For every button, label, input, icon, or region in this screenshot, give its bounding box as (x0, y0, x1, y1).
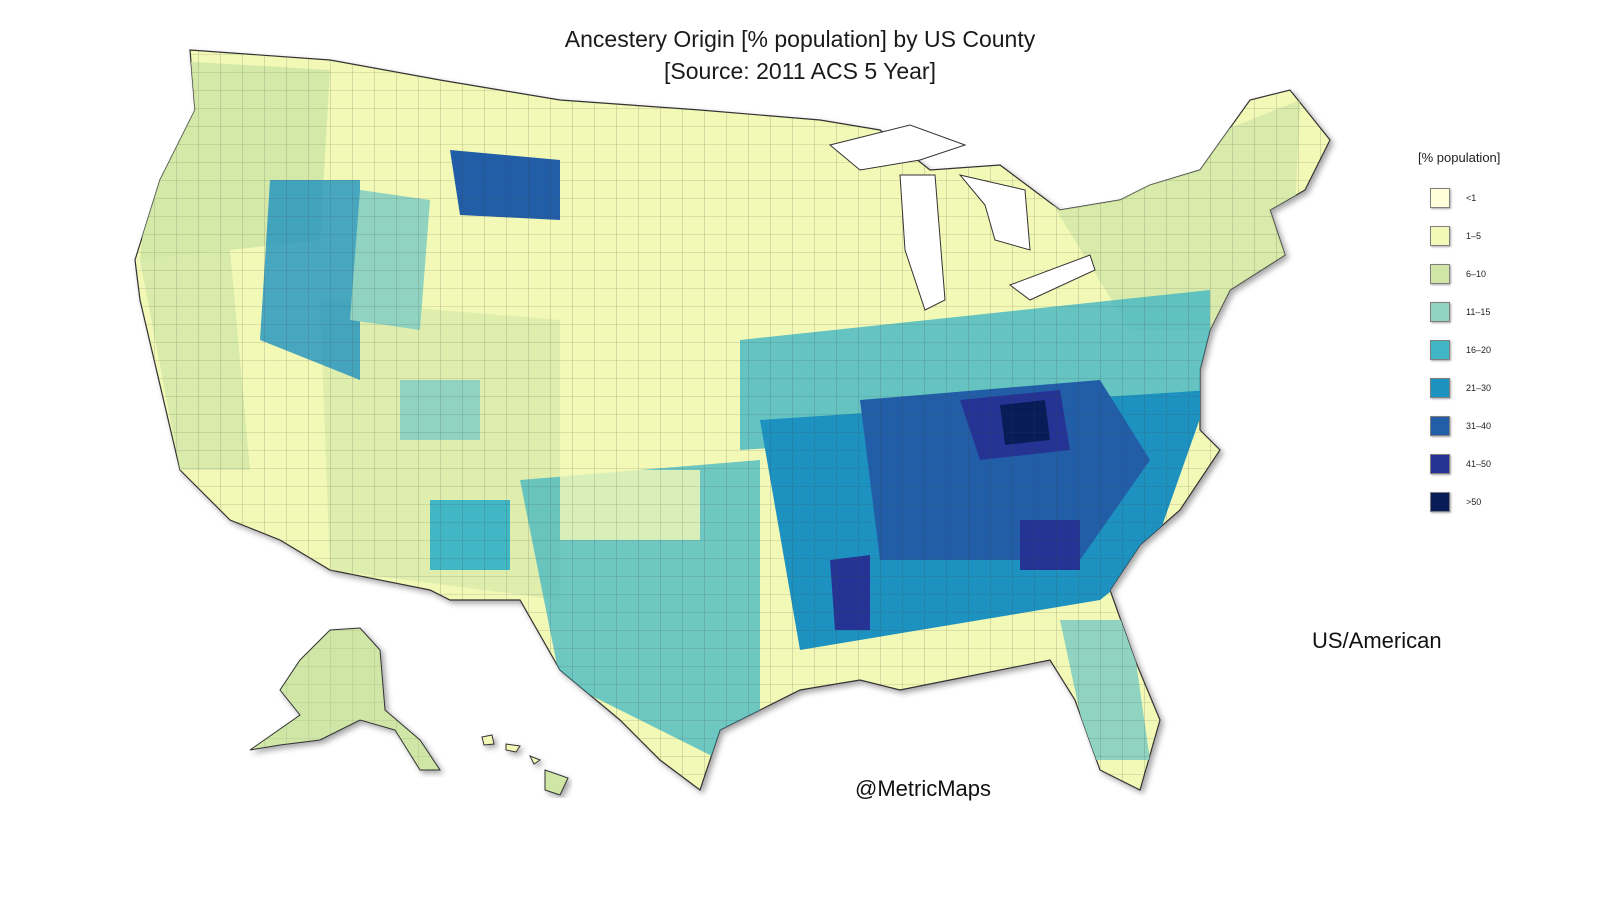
legend-item: 11–15 (1410, 293, 1560, 331)
subject-label: US/American (1312, 628, 1442, 653)
lake-michigan (899, 174, 946, 311)
legend-label: >50 (1466, 497, 1482, 507)
lake-superior (828, 124, 967, 171)
legend-item: 1–5 (1410, 217, 1560, 255)
legend-label: 1–5 (1466, 231, 1482, 241)
legend-item: 21–30 (1410, 369, 1560, 407)
legend-label: 16–20 (1466, 345, 1492, 355)
legend-swatch (1430, 454, 1450, 474)
legend-swatch (1430, 378, 1450, 398)
legend-label: <1 (1466, 193, 1477, 203)
map-title: Ancestery Origin [% population] by US Co… (564, 26, 1036, 52)
lake-erie (1008, 254, 1096, 301)
legend-swatch (1430, 302, 1450, 322)
hawaii (481, 734, 569, 796)
legend-swatch (1430, 226, 1450, 246)
legend-label: 41–50 (1466, 459, 1492, 469)
hawaii-island-2 (505, 743, 521, 753)
legend-item: 6–10 (1410, 255, 1560, 293)
lake-huron (958, 174, 1031, 251)
legend-title: [% population] (1418, 150, 1501, 165)
hawaii-island-1 (481, 734, 495, 746)
hawaii-island-4 (544, 769, 569, 796)
map-subtitle: [Source: 2011 ACS 5 Year] (664, 58, 936, 84)
legend-swatch (1430, 264, 1450, 284)
alaska-county-borders (250, 628, 440, 770)
alaska (249, 627, 441, 771)
legend-swatch (1430, 416, 1450, 436)
legend-item: 31–40 (1410, 407, 1560, 445)
legend-item: 41–50 (1410, 445, 1560, 483)
legend-label: 11–15 (1466, 307, 1491, 317)
legend-swatch (1430, 340, 1450, 360)
legend-item: 16–20 (1410, 331, 1560, 369)
legend-label: 31–40 (1466, 421, 1492, 431)
hawaii-island-3 (528, 755, 542, 765)
legend-swatch (1430, 188, 1450, 208)
legend-label: 21–30 (1466, 383, 1492, 393)
legend: [% population] <1 1–5 6–10 11–15 16–20 2… (1410, 150, 1560, 521)
legend-item: <1 (1410, 179, 1560, 217)
great-lakes (828, 124, 1096, 311)
credit-label: @MetricMaps (855, 776, 992, 801)
legend-item: >50 (1410, 483, 1560, 521)
legend-label: 6–10 (1466, 269, 1487, 279)
legend-swatch (1430, 492, 1450, 512)
